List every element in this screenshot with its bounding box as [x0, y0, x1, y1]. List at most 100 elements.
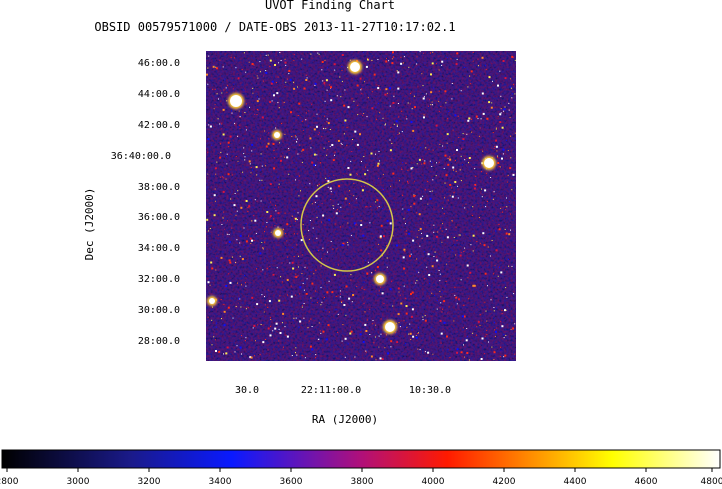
sky-speckle: [316, 302, 318, 304]
sky-speckle: [435, 175, 437, 177]
sky-speckles: [206, 51, 516, 361]
sky-speckle: [440, 302, 442, 304]
sky-speckle: [383, 189, 385, 191]
sky-speckle: [314, 84, 316, 86]
sky-speckle: [251, 169, 253, 171]
sky-speckle: [295, 317, 297, 319]
sky-speckle: [290, 295, 293, 298]
sky-speckle: [445, 285, 447, 287]
sky-speckle: [286, 335, 289, 338]
sky-speckle: [382, 208, 383, 210]
sky-speckle: [480, 358, 483, 360]
sky-speckle: [378, 346, 380, 348]
sky-speckle: [414, 180, 416, 182]
sky-speckle: [237, 160, 239, 162]
sky-speckle: [338, 185, 341, 188]
sky-speckle: [268, 132, 270, 134]
sky-speckle: [310, 270, 312, 272]
sky-speckle: [228, 234, 230, 235]
sky-speckle: [233, 83, 235, 85]
sky-speckle: [207, 152, 209, 154]
sky-speckle: [419, 349, 421, 351]
sky-speckle: [438, 110, 440, 112]
star: [209, 298, 215, 304]
sky-speckle: [444, 197, 445, 199]
sky-speckle: [323, 128, 325, 130]
sky-speckle: [390, 346, 392, 348]
sky-speckle: [256, 75, 258, 77]
sky-speckle: [509, 117, 511, 119]
sky-speckle: [339, 296, 341, 298]
sky-speckle: [367, 274, 368, 275]
sky-speckle: [342, 324, 344, 326]
sky-speckle: [444, 182, 446, 184]
sky-speckle: [427, 351, 430, 354]
sky-speckle: [402, 62, 404, 64]
sky-speckle: [505, 334, 507, 336]
sky-speckle: [473, 187, 476, 190]
sky-speckle: [329, 177, 330, 179]
sky-speckle: [499, 113, 502, 116]
sky-speckle: [291, 215, 293, 217]
sky-speckle: [507, 174, 509, 176]
sky-speckle: [245, 126, 247, 128]
sky-speckle: [459, 169, 461, 171]
sky-speckle: [374, 336, 376, 338]
sky-speckle: [503, 337, 505, 339]
sky-speckle: [294, 217, 296, 219]
sky-speckle: [297, 86, 298, 88]
sky-speckle: [433, 87, 435, 89]
sky-speckle: [502, 153, 504, 155]
sky-speckle: [415, 295, 417, 297]
star: [274, 132, 280, 138]
sky-speckle: [508, 233, 511, 236]
sky-speckle: [317, 185, 319, 187]
sky-speckle: [379, 202, 381, 204]
sky-speckle: [304, 357, 306, 359]
sky-speckle: [323, 147, 325, 149]
sky-speckle: [451, 249, 453, 251]
sky-speckle: [415, 282, 417, 284]
sky-speckle: [339, 226, 341, 228]
sky-speckle: [452, 166, 455, 169]
sky-speckle: [451, 220, 453, 222]
sky-speckle: [381, 292, 384, 295]
sky-speckle: [494, 329, 496, 331]
sky-speckle: [317, 250, 319, 251]
sky-speckle: [377, 162, 380, 165]
sky-speckle: [347, 343, 349, 345]
sky-speckle: [273, 218, 275, 220]
sky-speckle: [303, 87, 306, 90]
sky-speckle: [297, 115, 299, 116]
sky-speckle: [298, 266, 299, 268]
sky-speckle: [464, 247, 466, 249]
sky-speckle: [322, 80, 324, 82]
sky-speckle: [328, 311, 330, 313]
sky-speckle: [301, 161, 303, 163]
sky-speckle: [329, 84, 331, 86]
sky-speckle: [400, 302, 403, 305]
sky-speckle: [506, 206, 508, 208]
sky-speckle: [265, 145, 268, 148]
sky-speckle: [323, 81, 326, 84]
sky-speckle: [423, 162, 426, 165]
sky-speckle: [214, 188, 216, 190]
sky-speckle: [469, 271, 472, 274]
sky-speckle: [315, 357, 317, 359]
sky-speckle: [471, 131, 473, 133]
sky-speckle: [349, 332, 352, 335]
sky-speckle: [267, 327, 270, 330]
sky-speckle: [361, 186, 362, 188]
sky-speckle: [391, 143, 393, 144]
sky-speckle: [230, 198, 232, 200]
sky-speckle: [423, 96, 425, 98]
sky-speckle: [285, 334, 287, 336]
sky-speckle: [446, 335, 448, 338]
sky-speckle: [290, 285, 292, 287]
sky-speckle: [215, 173, 217, 175]
sky-speckle: [405, 312, 408, 315]
sky-speckle: [376, 266, 379, 268]
sky-speckle: [241, 284, 242, 286]
sky-speckle: [436, 308, 438, 310]
sky-speckle: [301, 254, 303, 256]
